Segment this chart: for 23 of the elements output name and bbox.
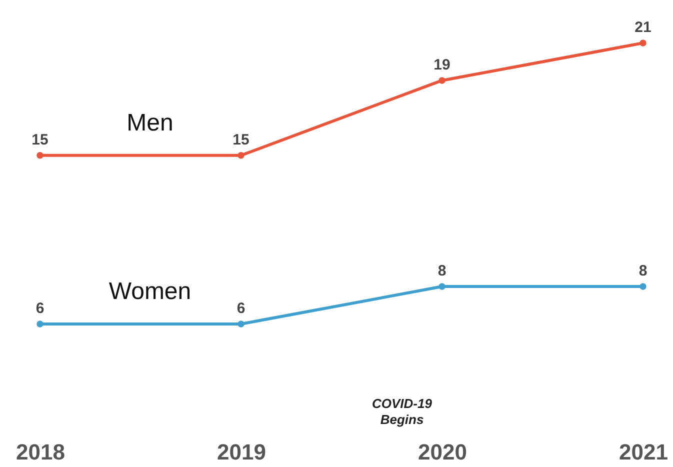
point (238, 152, 244, 159)
data-label: 6 (36, 300, 44, 317)
point (438, 283, 446, 290)
point (640, 40, 646, 46)
data-label: 8 (438, 262, 446, 280)
text: COVID-19 Begins (372, 396, 433, 427)
series-label: Men (126, 109, 174, 136)
x-tick-label: 2018 (16, 440, 65, 464)
data-label: 6 (236, 300, 246, 317)
data-label: 15 (32, 131, 48, 148)
point (238, 320, 244, 328)
point (36, 152, 44, 159)
x-tick-label: 2020 (418, 440, 467, 464)
point (36, 320, 44, 328)
x-tick-label: 2019 (217, 440, 266, 464)
data-label: 8 (638, 262, 648, 280)
point (640, 283, 646, 290)
data-label: 19 (434, 56, 450, 74)
series-label: Women (108, 278, 192, 305)
point (438, 77, 446, 84)
x-tick-label: 2021 (619, 440, 668, 464)
data-label: 15 (232, 131, 250, 148)
data-label: 21 (634, 19, 652, 36)
